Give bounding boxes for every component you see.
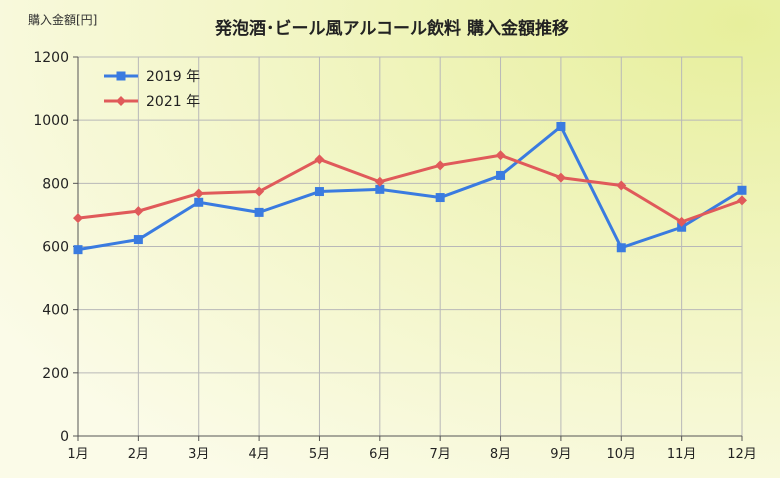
- data-point: [194, 197, 204, 207]
- data-point: [254, 186, 265, 197]
- data-point: [737, 195, 747, 206]
- data-point: [374, 176, 385, 187]
- series-line: [77, 153, 743, 224]
- y-tick-label: 1000: [33, 113, 69, 129]
- data-point: [435, 160, 446, 171]
- data-point: [677, 222, 687, 232]
- data-point: [556, 121, 566, 131]
- data-point: [193, 188, 204, 199]
- x-tick-label: 5月: [309, 447, 330, 462]
- data-point: [676, 216, 687, 227]
- x-tick-label: 8月: [490, 447, 511, 462]
- y-tick-label: 600: [42, 240, 69, 256]
- series-line: [77, 124, 743, 252]
- data-point: [496, 170, 506, 180]
- series-0: [73, 121, 747, 255]
- data-point: [616, 180, 627, 191]
- data-point: [133, 206, 144, 217]
- axes: 0 200 400 600 800 1000 1200 1月 2月 3月 4月 5月 6月 7月 8月 9月 1…: [33, 50, 756, 462]
- x-tick-label: 4月: [248, 447, 269, 462]
- data-point: [254, 207, 264, 217]
- legend-label: 2021 年: [146, 94, 200, 110]
- series-group: [73, 121, 747, 255]
- data-point: [73, 213, 83, 224]
- chart-title: 発泡酒･ビール風アルコール飲料 購入金額推移: [214, 18, 569, 39]
- data-point: [73, 245, 83, 255]
- x-tick-label: 11月: [667, 447, 697, 462]
- y-tick-label: 200: [42, 366, 69, 382]
- data-point: [375, 184, 385, 194]
- legend-item-0: 2019 年: [104, 69, 200, 85]
- data-point: [314, 154, 325, 165]
- y-tick-label: 1200: [33, 50, 69, 66]
- y-tick-label: 400: [42, 303, 69, 319]
- legend: 2019 年 2021 年: [104, 69, 200, 110]
- x-tick-label: 1月: [67, 447, 88, 462]
- data-point: [555, 172, 566, 183]
- data-point: [616, 243, 626, 253]
- data-point: [495, 150, 506, 161]
- data-point: [435, 193, 445, 203]
- x-tick-label: 12月: [727, 447, 757, 462]
- data-point: [314, 187, 324, 197]
- legend-label: 2019 年: [146, 69, 200, 85]
- x-tick-label: 9月: [550, 447, 571, 462]
- legend-marker: [116, 71, 126, 81]
- x-tick-label: 6月: [369, 447, 390, 462]
- x-tick-label: 7月: [430, 447, 451, 462]
- x-tick-label: 2月: [128, 447, 149, 462]
- legend-item-1: 2021 年: [104, 94, 200, 110]
- y-tick-label: 0: [60, 429, 69, 445]
- legend-marker: [116, 96, 126, 106]
- x-tick-label: 10月: [606, 447, 636, 462]
- series-1: [73, 150, 747, 227]
- y-axis-label: 購入金額[円]: [28, 12, 97, 27]
- y-tick-label: 800: [42, 176, 69, 192]
- data-point: [737, 185, 747, 195]
- x-tick-label: 3月: [188, 447, 209, 462]
- data-point: [133, 235, 143, 245]
